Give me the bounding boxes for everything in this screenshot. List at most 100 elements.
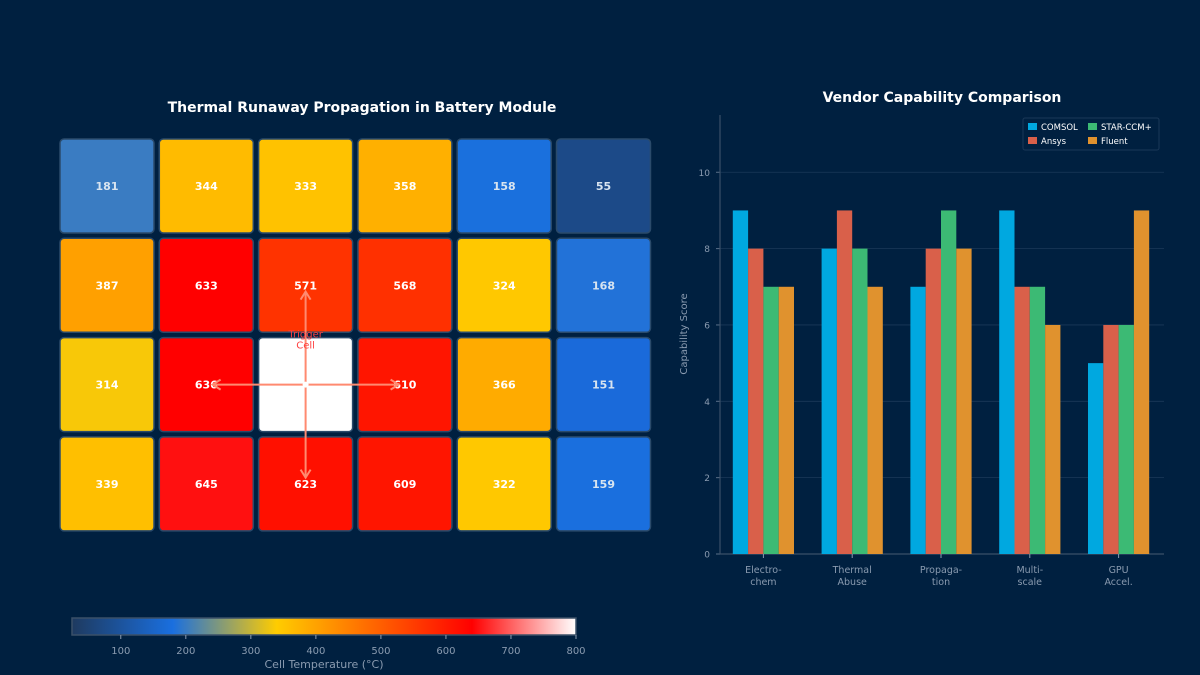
bar-star-ccm- [763, 286, 779, 554]
x-tick-label: GPU [1109, 565, 1129, 576]
bar-star-ccm- [1118, 324, 1134, 554]
colorbar-tick-label: 400 [306, 646, 325, 657]
legend-swatch [1028, 123, 1037, 130]
cell-value: 168 [592, 279, 615, 292]
colorbar-tick-label: 500 [371, 646, 390, 657]
legend-swatch [1028, 137, 1037, 144]
bar-comsol [821, 248, 837, 554]
heatmap-cell [456, 138, 552, 234]
x-tick-label: Propaga- [920, 565, 962, 576]
colorbar-gradient [71, 617, 577, 636]
bar-star-ccm- [1029, 286, 1046, 554]
legend: COMSOL Ansys STAR-CCM+ Fluent [1022, 117, 1160, 151]
bar-ansys [925, 248, 941, 554]
cell-value: 609 [393, 478, 416, 491]
cell-value: 339 [96, 478, 119, 491]
cell-value: 151 [592, 379, 615, 392]
heatmap-cell [456, 436, 552, 532]
bar-ansys [748, 248, 764, 554]
heatmap-cell [158, 138, 255, 234]
heatmap-cell [59, 436, 155, 532]
cell-value: 181 [96, 180, 119, 193]
bar-chart-title: Vendor Capability Comparison [823, 90, 1062, 106]
cell-value: 333 [294, 180, 317, 193]
y-tick-label: 8 [704, 245, 710, 255]
x-tick-label: Thermal [832, 565, 872, 576]
arrow-head [390, 378, 401, 391]
heatmap-cell [158, 237, 255, 334]
heatmap-cell [456, 237, 552, 334]
cell-value: 623 [294, 478, 317, 491]
trigger-point [302, 381, 309, 388]
cell-value: 314 [96, 379, 119, 392]
cell-value: 358 [393, 180, 416, 193]
colorbar-tick-label: 700 [501, 646, 520, 657]
bar-fluent [1133, 210, 1150, 554]
arrow-head [210, 378, 222, 391]
cell-value: 324 [493, 279, 516, 292]
legend-label: COMSOL [1041, 123, 1078, 133]
heatmap-cell [59, 138, 155, 234]
heatmap: 181 344 333 358 158 55 387 633 571 568 324 168 314 63… [59, 138, 652, 532]
heatmap-cell [456, 336, 552, 433]
heatmap-cell [555, 138, 652, 234]
cell-value: 645 [195, 478, 218, 491]
heatmap-cell [158, 436, 255, 532]
bar-star-ccm- [941, 210, 957, 554]
trigger-label: Cell [296, 341, 315, 352]
x-tick-label: scale [1018, 577, 1043, 588]
heatmap-cell [555, 336, 652, 433]
x-tick-label: Electro- [745, 565, 782, 576]
bar-comsol [1088, 363, 1104, 554]
cell-value: 366 [493, 379, 516, 392]
y-tick-label: 0 [704, 551, 710, 561]
x-tick-label: Multi- [1016, 565, 1043, 576]
bar-ansys [1103, 324, 1119, 554]
heatmap-cell [59, 336, 155, 433]
arrow-head [299, 289, 312, 301]
bar-comsol [910, 286, 926, 554]
bar-fluent [778, 286, 794, 554]
heatmap-cell [257, 138, 354, 234]
colorbar-tick-label: 300 [241, 646, 260, 657]
y-axis-label: Capability Score [679, 293, 690, 374]
heatmap-cell [357, 436, 453, 532]
legend-swatch [1088, 123, 1097, 130]
colorbar: 100 200 300 400 500 600 700 800 [71, 617, 586, 657]
colorbar-label: Cell Temperature (°C) [265, 658, 384, 671]
heatmap-title: Thermal Runaway Propagation in Battery M… [168, 100, 557, 116]
cell-value: 610 [393, 379, 416, 392]
cell-value: 158 [493, 180, 516, 193]
legend-label: Fluent [1101, 137, 1128, 147]
bar-ansys [1014, 286, 1030, 554]
legend-label: Ansys [1041, 137, 1067, 147]
colorbar-tick-label: 100 [111, 646, 130, 657]
colorbar-tick-label: 800 [566, 646, 585, 657]
cell-value: 636 [195, 379, 218, 392]
colorbar-tick-label: 200 [176, 646, 195, 657]
heatmap-cell [59, 237, 155, 334]
bar-ansys [836, 210, 853, 554]
y-tick-label: 6 [704, 321, 710, 331]
bar-fluent [867, 286, 883, 554]
cell-value: 387 [96, 279, 119, 292]
cell-value: 344 [195, 180, 218, 193]
cell-value: 322 [493, 478, 516, 491]
x-tick-label: tion [932, 577, 950, 588]
cell-value: 571 [294, 279, 317, 292]
y-tick-label: 2 [704, 474, 710, 484]
bar-fluent [1045, 324, 1061, 554]
bar-star-ccm- [852, 248, 868, 554]
heatmap-cell [357, 138, 453, 234]
trigger-label: Trigger [287, 330, 323, 341]
legend-label: STAR-CCM+ [1101, 123, 1152, 133]
bar-comsol [732, 210, 749, 554]
cell-value: 159 [592, 478, 615, 491]
y-tick-label: 4 [704, 398, 710, 408]
heatmap-cell [555, 237, 652, 334]
x-tick-label: Accel. [1104, 577, 1132, 588]
x-tick-label: Abuse [838, 577, 867, 588]
colorbar-tick-label: 600 [436, 646, 455, 657]
